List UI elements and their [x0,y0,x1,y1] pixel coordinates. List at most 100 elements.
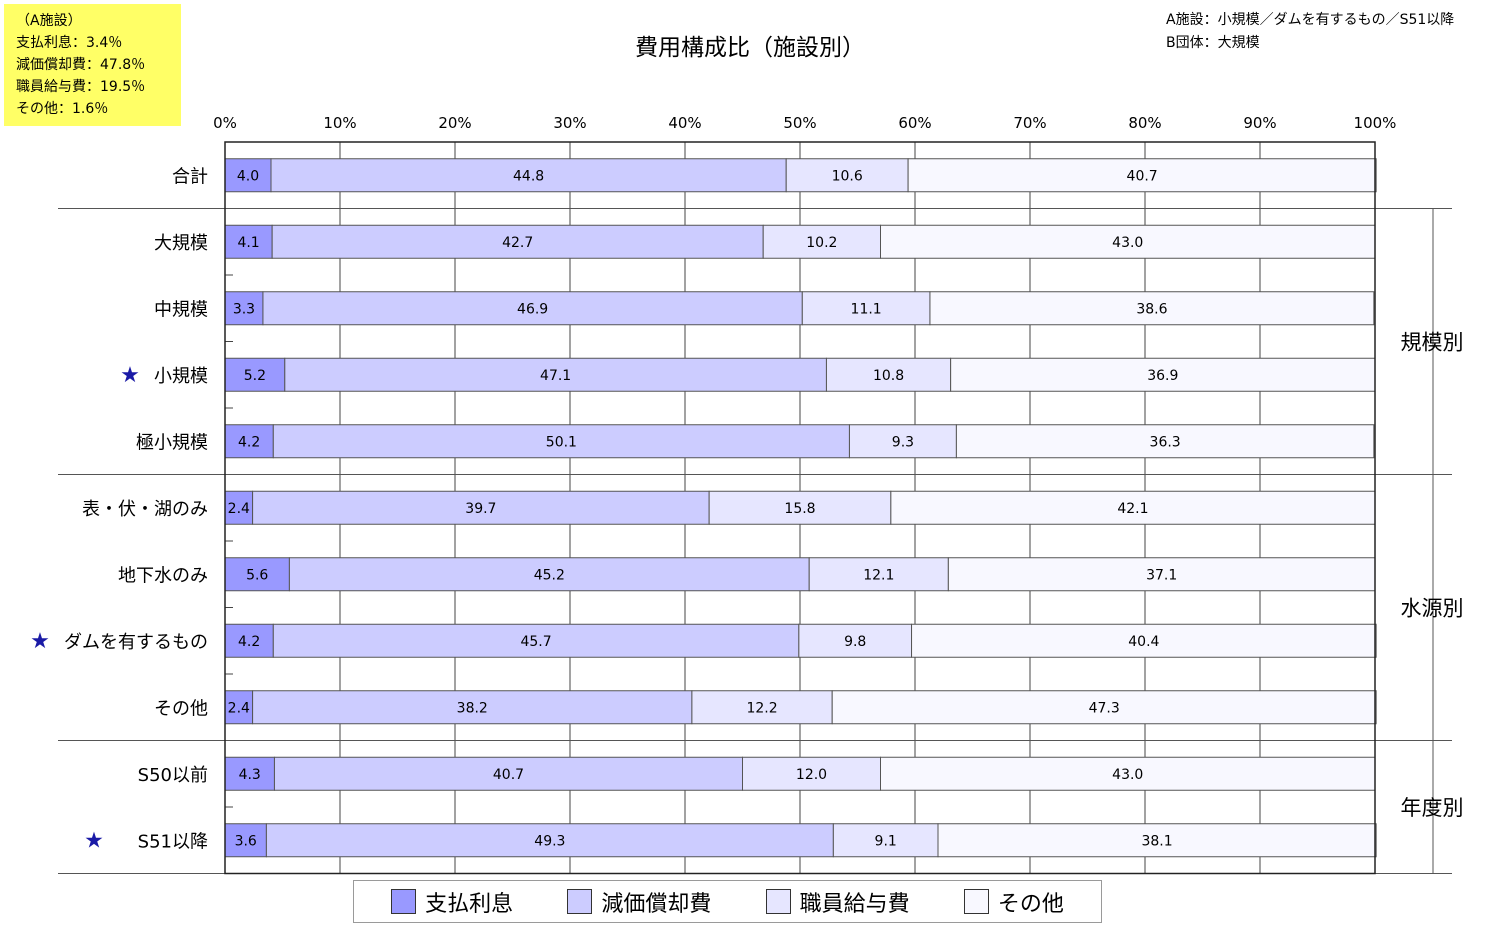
annotation-note-box: （A施設） 支払利息：3.4％ 減価償却費：47.8％ 職員給与費：19.5％ … [4,4,181,126]
legend-item: 支払利息 [391,886,513,918]
bar-segment [271,224,764,259]
bar-segment [224,756,275,791]
data-label: 5.6 [246,567,268,583]
data-label: 44.8 [513,168,544,184]
bar-segment [742,756,881,791]
bar-segment [224,823,267,858]
category-label: 極小規模 [136,432,208,453]
bar-segment [832,823,939,858]
data-label: 47.1 [540,368,571,384]
bar-segment [955,424,1375,459]
facility-key-line: B団体：大規模 [1166,35,1260,51]
bar-segment [762,224,882,259]
bar-segment [950,357,1376,392]
data-label: 15.8 [784,501,815,517]
legend-swatch [567,889,593,914]
legend-item: その他 [963,886,1064,918]
bar-segment [808,557,949,592]
data-label: 46.9 [517,301,548,317]
bar-segment [937,823,1377,858]
category-label: S51以降 [138,831,208,852]
category-label: 表・伏・湖のみ [82,499,208,520]
category-label: 小規模 [154,366,208,387]
bar-segment [224,357,286,392]
data-label: 43.0 [1112,235,1143,251]
legend-swatch [765,889,791,914]
star-icon: ★ [84,828,104,853]
data-label: 10.2 [806,235,837,251]
data-label: 38.2 [457,700,488,716]
data-label: 36.3 [1150,434,1181,450]
data-label: 36.9 [1147,368,1178,384]
data-label: 37.1 [1146,567,1177,583]
data-label: 40.7 [493,767,524,783]
facility-key-note: A施設：小規模／ダムを有するもの／S51以降 B団体：大規模 [1166,9,1454,55]
bar-segment [224,424,274,459]
legend-item: 職員給与費 [765,886,910,918]
x-tick-label: 30% [553,114,586,132]
data-label: 12.1 [863,567,894,583]
bar-segment [801,291,931,326]
x-tick-label: 50% [783,114,816,132]
data-label: 45.2 [534,567,565,583]
chart-legend: 支払利息 減価償却費 職員給与費 その他 [353,880,1102,923]
data-label: 49.3 [534,833,565,849]
data-label: 4.3 [239,767,261,783]
legend-item: 減価償却費 [567,886,711,918]
x-tick-label: 100% [1354,114,1397,132]
data-label: 45.7 [520,634,551,650]
legend-label: 減価償却費 [601,891,712,917]
data-label: 4.0 [237,168,259,184]
data-label: 38.6 [1136,301,1167,317]
bar-segment [270,158,787,193]
data-label: 3.3 [233,301,255,317]
bar-segment [880,224,1376,259]
legend-swatch [391,889,417,914]
data-label: 42.7 [502,235,533,251]
stacked-bar-chart: 0% 10% 20% 30% 40% 50% 60% 70% 80% 90% 100% 4.0 44.8… [30,114,1464,875]
legend-swatch [963,889,989,914]
note-line: 減価償却費：47.8％ [16,57,146,73]
group-label: 規模別 [1401,331,1464,355]
bar-segment [785,158,909,193]
bar-segment [880,756,1376,791]
bar-segment [224,224,273,259]
data-label: 43.0 [1112,767,1143,783]
x-tick-label: 80% [1128,114,1161,132]
x-tick-label: 90% [1243,114,1276,132]
star-icon: ★ [30,629,50,654]
bar-segment [273,756,743,791]
plot-frame [224,141,1376,875]
data-label: 42.1 [1117,501,1148,517]
group-label: 水源別 [1401,597,1464,621]
bar-segment [848,424,957,459]
x-tick-label: 10% [323,114,356,132]
star-icon: ★ [120,363,140,388]
x-tick-label: 70% [1013,114,1046,132]
bar-segment [911,623,1377,658]
data-label: 10.6 [832,168,863,184]
bar-segment [224,158,272,193]
bar-segment [252,490,710,525]
category-label: 中規模 [154,299,208,320]
group-label: 年度別 [1401,796,1464,820]
bar-segment [272,424,850,459]
data-label: 10.8 [873,368,904,384]
data-label: 9.8 [844,634,866,650]
category-label: その他 [154,698,208,719]
data-label: 9.3 [892,434,914,450]
x-tick-label: 0% [213,114,237,132]
data-label: 40.4 [1128,634,1159,650]
legend-label: 支払利息 [425,891,514,917]
bar-segment [262,291,803,326]
bar-segment [272,623,800,658]
facility-key-line: A施設：小規模／ダムを有するもの／S51以降 [1166,12,1455,28]
data-label: 39.7 [465,501,496,517]
data-label: 50.1 [546,434,577,450]
data-label: 4.1 [237,235,259,251]
note-line: 支払利息：3.4％ [16,35,123,51]
note-line: 職員給与費：19.5％ [16,79,146,95]
category-label: ダムを有するもの [64,632,208,653]
data-label: 38.1 [1141,833,1172,849]
data-label: 12.2 [746,700,777,716]
